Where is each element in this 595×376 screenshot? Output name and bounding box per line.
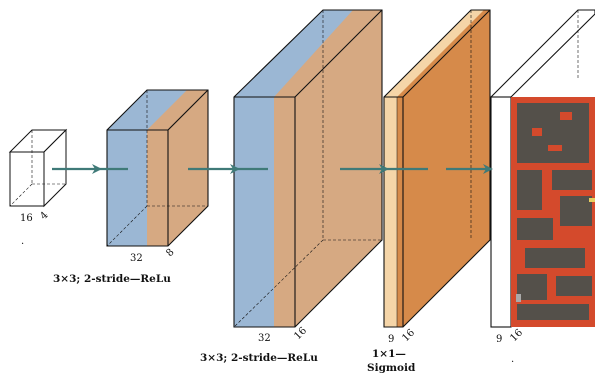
input-dot: . <box>21 236 24 247</box>
output-map-image <box>511 97 595 327</box>
sigmoid-caption-line2: Sigmoid <box>367 362 416 374</box>
sigmoid-dim-width: 9 <box>388 334 394 345</box>
conv2-dim-width: 32 <box>258 333 271 344</box>
conv2-dim-depth: 16 <box>292 325 309 342</box>
conv2-block: 32 16 3×3; 2-stride—ReLu <box>200 9 383 364</box>
output-dot: . <box>511 354 514 365</box>
conv1-caption: 3×3; 2-stride—ReLu <box>53 273 171 285</box>
conv1-block: 32 8 3×3; 2-stride—ReLu <box>53 89 209 285</box>
sigmoid-caption-line1: 1×1— <box>372 348 406 360</box>
sigmoid-dim-depth: 16 <box>400 327 417 344</box>
sigmoid-block: 9 16 1×1— Sigmoid <box>367 9 491 374</box>
conv1-dim-width: 32 <box>130 253 143 264</box>
conv1-dim-depth: 8 <box>164 247 176 259</box>
output-dim-width: 9 <box>496 334 502 345</box>
input-dim-width: 16 <box>20 213 33 224</box>
conv2-caption: 3×3; 2-stride—ReLu <box>200 352 318 364</box>
output-dim-depth: 16 <box>508 327 525 344</box>
input-dim-depth: 4 <box>38 210 50 222</box>
input-block: 16 4 . <box>8 128 68 247</box>
output-block: 9 16 . <box>489 9 595 365</box>
